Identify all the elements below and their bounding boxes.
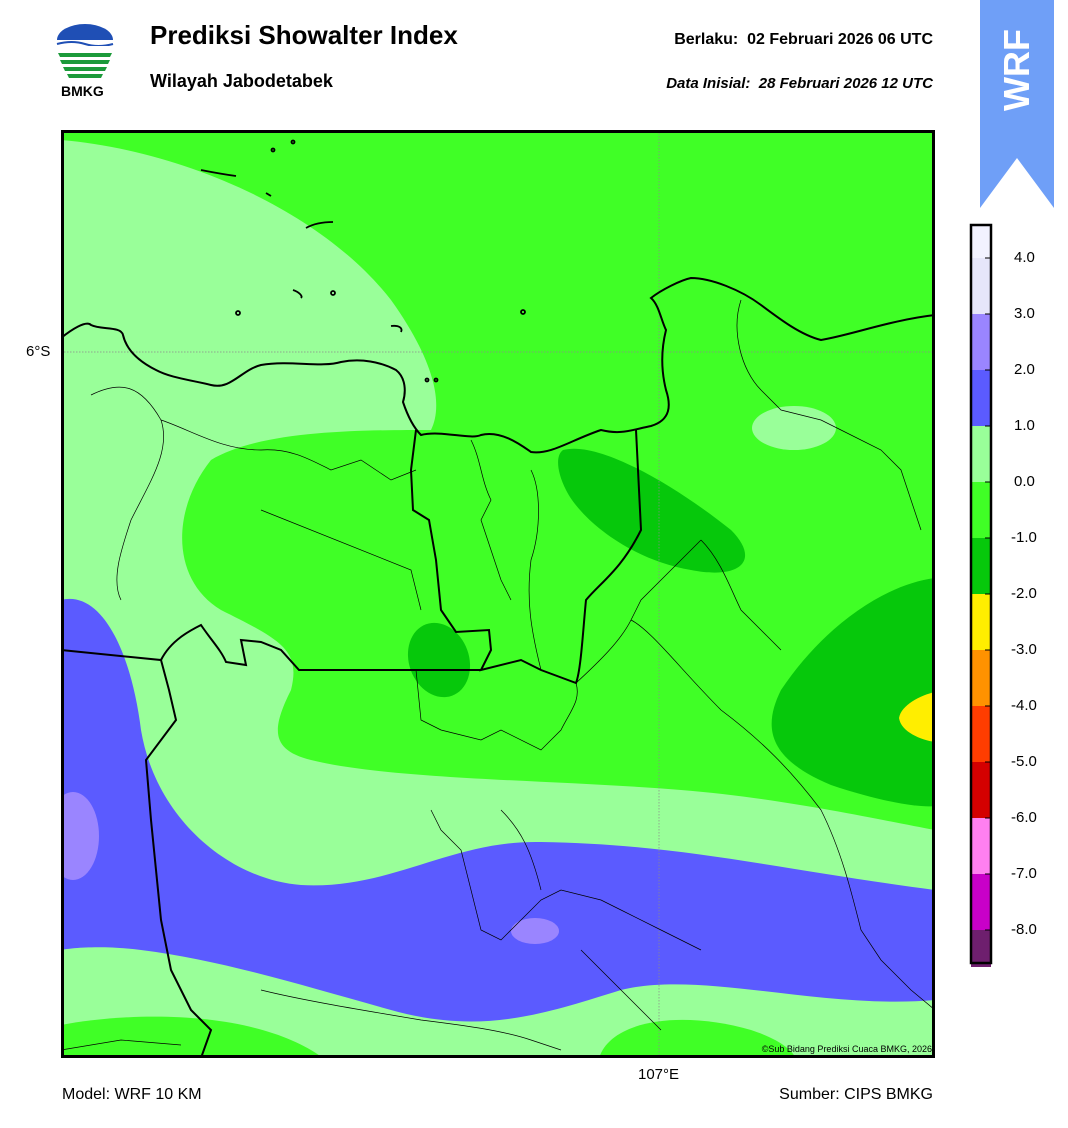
colorbar: 4.0 3.0 2.0 1.0 0.0 -1.0 -2.0 -3.0 -4.0 -5.0 -6.0 -…	[969, 223, 1068, 986]
colorbar-swatch	[971, 706, 991, 762]
colorbar-label: 1.0	[1014, 417, 1035, 434]
lon-tick-label: 107°E	[638, 1066, 680, 1083]
colorbar-swatch	[971, 314, 991, 370]
colorbar-swatch	[971, 482, 991, 538]
showalter-map	[61, 130, 935, 1058]
map-panel: ©Sub Bidang Prediksi Cuaca BMKG, 2026	[61, 130, 935, 1058]
colorbar-label: -6.0	[1011, 809, 1037, 826]
colorbar-swatch	[971, 650, 991, 706]
field-2to3-west	[61, 792, 99, 880]
colorbar-swatch	[971, 426, 991, 482]
field-2to3-south	[511, 918, 559, 944]
colorbar-swatch	[971, 818, 991, 874]
colorbar-swatch	[971, 762, 991, 818]
field-m2to-m3-east	[899, 692, 935, 742]
colorbar-label: 3.0	[1014, 305, 1035, 322]
field-0to1-west	[61, 140, 935, 1058]
province-boundary-west	[144, 659, 213, 1058]
region-subtitle: Wilayah Jabodetabek	[150, 71, 333, 91]
field-0to1-ne	[752, 406, 836, 450]
init-label: Data Inisial:	[666, 75, 751, 92]
colorbar-label: -7.0	[1011, 865, 1037, 882]
valid-time: Berlaku: 02 Februari 2026 06 UTC	[674, 31, 933, 49]
map-credit: ©Sub Bidang Prediksi Cuaca BMKG, 2026	[761, 1044, 932, 1054]
colorbar-label: -1.0	[1011, 529, 1037, 546]
colorbar-label: 4.0	[1014, 249, 1035, 266]
wrf-badge-text: WRF	[996, 29, 1037, 111]
field-m1to-m2-small	[407, 622, 471, 698]
province-boundary-south	[61, 623, 481, 671]
page-title: Prediksi Showalter Index	[150, 20, 458, 50]
coastline	[61, 276, 935, 454]
valid-value: 02 Februari 2026 06 UTC	[747, 31, 933, 48]
islands	[200, 139, 526, 383]
wrf-badge: WRF	[980, 0, 1054, 208]
wrf-badge-shape	[980, 0, 1054, 208]
colorbar-label: -8.0	[1011, 921, 1037, 938]
colorbar-label: -4.0	[1011, 697, 1037, 714]
field-0to-1-south-east	[599, 1019, 796, 1058]
colorbar-swatch	[971, 874, 991, 930]
logo-text: BMKG	[61, 83, 104, 99]
init-time: Data Inisial: 28 Februari 2026 12 UTC	[666, 75, 933, 92]
map-frame	[61, 130, 935, 1058]
bmkg-emblem-icon	[56, 24, 114, 78]
model-label: Model: WRF 10 KM	[62, 1086, 202, 1103]
lat-tick-label: 6°S	[26, 343, 51, 360]
colorbar-swatches	[969, 223, 993, 986]
colorbar-swatch	[971, 538, 991, 594]
bmkg-logo: BMKG	[52, 20, 118, 100]
field-m1to-m2-central	[558, 448, 746, 573]
colorbar-swatch	[971, 258, 991, 314]
source-label: Sumber: CIPS BMKG	[779, 1086, 933, 1103]
colorbar-cap-top	[971, 225, 991, 260]
colorbar-swatch	[971, 594, 991, 650]
field-m1to-m2-east	[771, 578, 935, 807]
colorbar-swatch	[971, 370, 991, 426]
province-boundary	[409, 429, 643, 685]
valid-label: Berlaku:	[674, 31, 739, 48]
colorbar-swatch	[971, 930, 991, 986]
colorbar-label: 2.0	[1014, 361, 1035, 378]
field-1to2-band	[61, 598, 935, 1022]
colorbar-label: 0.0	[1014, 473, 1035, 490]
colorbar-label: -5.0	[1011, 753, 1037, 770]
field-0to-1-south-west	[61, 1016, 323, 1058]
regency-boundaries	[61, 299, 935, 1051]
init-value: 28 Februari 2026 12 UTC	[758, 75, 933, 92]
colorbar-label: -2.0	[1011, 585, 1037, 602]
colorbar-label: -3.0	[1011, 641, 1037, 658]
